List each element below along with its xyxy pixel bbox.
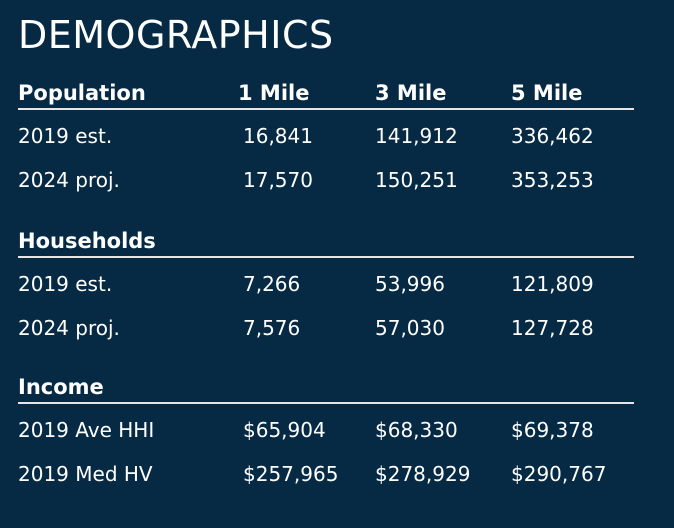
value-5-mile: 127,728 bbox=[511, 316, 594, 340]
page-title: DEMOGRAPHICS bbox=[18, 13, 334, 57]
column-header-1-mile: 1 Mile bbox=[238, 81, 310, 105]
households-header: Households bbox=[18, 228, 634, 258]
section-heading: Population bbox=[18, 81, 146, 105]
value-5-mile: 121,809 bbox=[511, 272, 594, 296]
row-label: 2019 est. bbox=[18, 124, 113, 148]
value-3-mile: $278,929 bbox=[375, 462, 471, 486]
column-header-5-mile: 5 Mile bbox=[511, 81, 583, 105]
value-5-mile: 336,462 bbox=[511, 124, 594, 148]
table-row: 2024 proj. 17,570 150,251 353,253 bbox=[18, 158, 634, 202]
row-label: 2024 proj. bbox=[18, 316, 120, 340]
population-section: Population 1 Mile 3 Mile 5 Mile 2019 est… bbox=[18, 80, 634, 202]
value-1-mile: 7,576 bbox=[243, 316, 301, 340]
table-row: 2019 Ave HHI $65,904 $68,330 $69,378 bbox=[18, 408, 634, 452]
section-heading: Income bbox=[18, 375, 104, 399]
value-1-mile: 7,266 bbox=[243, 272, 301, 296]
column-header-3-mile: 3 Mile bbox=[375, 81, 447, 105]
table-row: 2019 est. 7,266 53,996 121,809 bbox=[18, 262, 634, 306]
value-5-mile: $290,767 bbox=[511, 462, 607, 486]
value-3-mile: 53,996 bbox=[375, 272, 445, 296]
value-5-mile: 353,253 bbox=[511, 168, 594, 192]
income-section: Income 2019 Ave HHI $65,904 $68,330 $69,… bbox=[18, 374, 634, 496]
value-3-mile: 150,251 bbox=[375, 168, 458, 192]
value-3-mile: 57,030 bbox=[375, 316, 445, 340]
table-row: 2019 est. 16,841 141,912 336,462 bbox=[18, 114, 634, 158]
section-heading: Households bbox=[18, 229, 156, 253]
value-1-mile: $257,965 bbox=[243, 462, 339, 486]
value-1-mile: 17,570 bbox=[243, 168, 313, 192]
income-header: Income bbox=[18, 374, 634, 404]
row-label: 2024 proj. bbox=[18, 168, 120, 192]
value-3-mile: 141,912 bbox=[375, 124, 458, 148]
population-header: Population 1 Mile 3 Mile 5 Mile bbox=[18, 80, 634, 110]
value-1-mile: 16,841 bbox=[243, 124, 313, 148]
table-row: 2024 proj. 7,576 57,030 127,728 bbox=[18, 306, 634, 350]
row-label: 2019 Ave HHI bbox=[18, 418, 155, 442]
value-1-mile: $65,904 bbox=[243, 418, 326, 442]
table-row: 2019 Med HV $257,965 $278,929 $290,767 bbox=[18, 452, 634, 496]
row-label: 2019 est. bbox=[18, 272, 113, 296]
households-section: Households 2019 est. 7,266 53,996 121,80… bbox=[18, 228, 634, 350]
value-5-mile: $69,378 bbox=[511, 418, 594, 442]
value-3-mile: $68,330 bbox=[375, 418, 458, 442]
row-label: 2019 Med HV bbox=[18, 462, 153, 486]
